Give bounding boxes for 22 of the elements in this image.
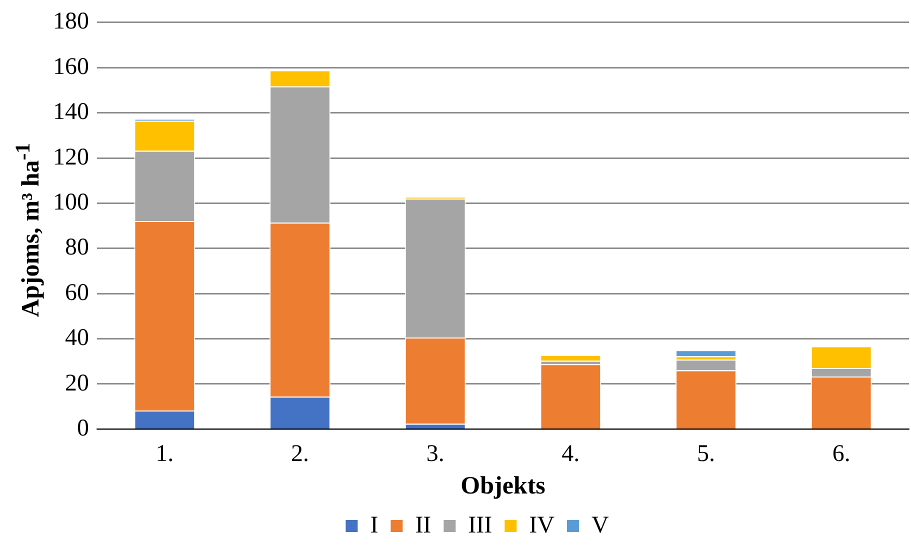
x-tick-label: 4. bbox=[562, 440, 580, 467]
x-axis-title: Objekts bbox=[460, 472, 546, 500]
legend-label: III bbox=[468, 512, 492, 538]
y-tick-label: 180 bbox=[53, 8, 89, 35]
y-tick-label: 160 bbox=[53, 54, 89, 80]
x-tick-label: 2. bbox=[291, 440, 309, 467]
y-tick-label: 20 bbox=[65, 370, 89, 396]
legend-label: II bbox=[415, 512, 432, 538]
y-tick-label: 100 bbox=[53, 189, 89, 216]
y-tick-label: 120 bbox=[53, 144, 89, 170]
legend-label: V bbox=[591, 512, 610, 538]
x-tick-label: 1. bbox=[156, 440, 174, 467]
x-tick-label: 3. bbox=[426, 440, 444, 467]
x-tick-label: 5. bbox=[697, 440, 715, 467]
y-tick-label: 60 bbox=[65, 280, 89, 306]
legend-label: I bbox=[370, 512, 378, 538]
legend-label: IV bbox=[529, 512, 556, 538]
y-tick-label: 80 bbox=[65, 234, 89, 261]
y-tick-label: 140 bbox=[53, 99, 89, 126]
y-tick-label: 40 bbox=[65, 325, 89, 352]
y-tick-label: 0 bbox=[77, 415, 89, 442]
x-tick-label: 6. bbox=[832, 440, 850, 467]
